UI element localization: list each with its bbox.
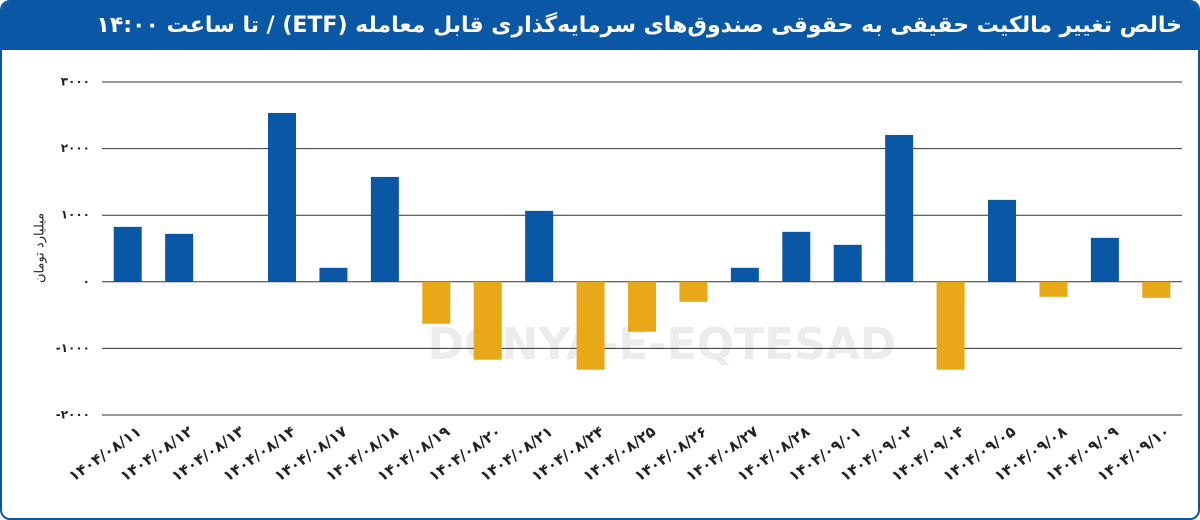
bar [988, 199, 1016, 282]
y-tick-label: -۲۰۰۰ [56, 408, 90, 422]
bar [1142, 281, 1171, 298]
bar [422, 281, 451, 324]
y-tick-label: ۰ [83, 274, 90, 288]
y-tick-label: ۲۰۰۰ [61, 141, 90, 155]
bar [730, 267, 759, 282]
bar [113, 226, 142, 282]
bar [782, 231, 811, 282]
bar [833, 244, 862, 282]
bar [936, 281, 965, 370]
y-tick-label: ۳۰۰۰ [61, 75, 90, 89]
y-axis-title: میلیارد تومان [33, 213, 48, 283]
bar [473, 281, 502, 360]
bar [1090, 237, 1119, 282]
chart-title: خالص تغییر مالکیت حقیقی به حقوقی صندوق‌ه… [2, 2, 1198, 50]
bar [679, 281, 708, 302]
watermark: DONYA-E-EQTESAD [428, 319, 897, 370]
bar [628, 281, 656, 332]
bar [576, 281, 605, 370]
bar [319, 267, 348, 282]
bar [885, 134, 914, 282]
bar [268, 112, 296, 282]
y-tick-label: ۱۰۰۰ [61, 208, 90, 222]
bar [165, 233, 194, 282]
y-tick-label: -۱۰۰۰ [56, 341, 90, 355]
bar [525, 210, 554, 282]
bar [1039, 281, 1068, 297]
bar [370, 176, 399, 282]
